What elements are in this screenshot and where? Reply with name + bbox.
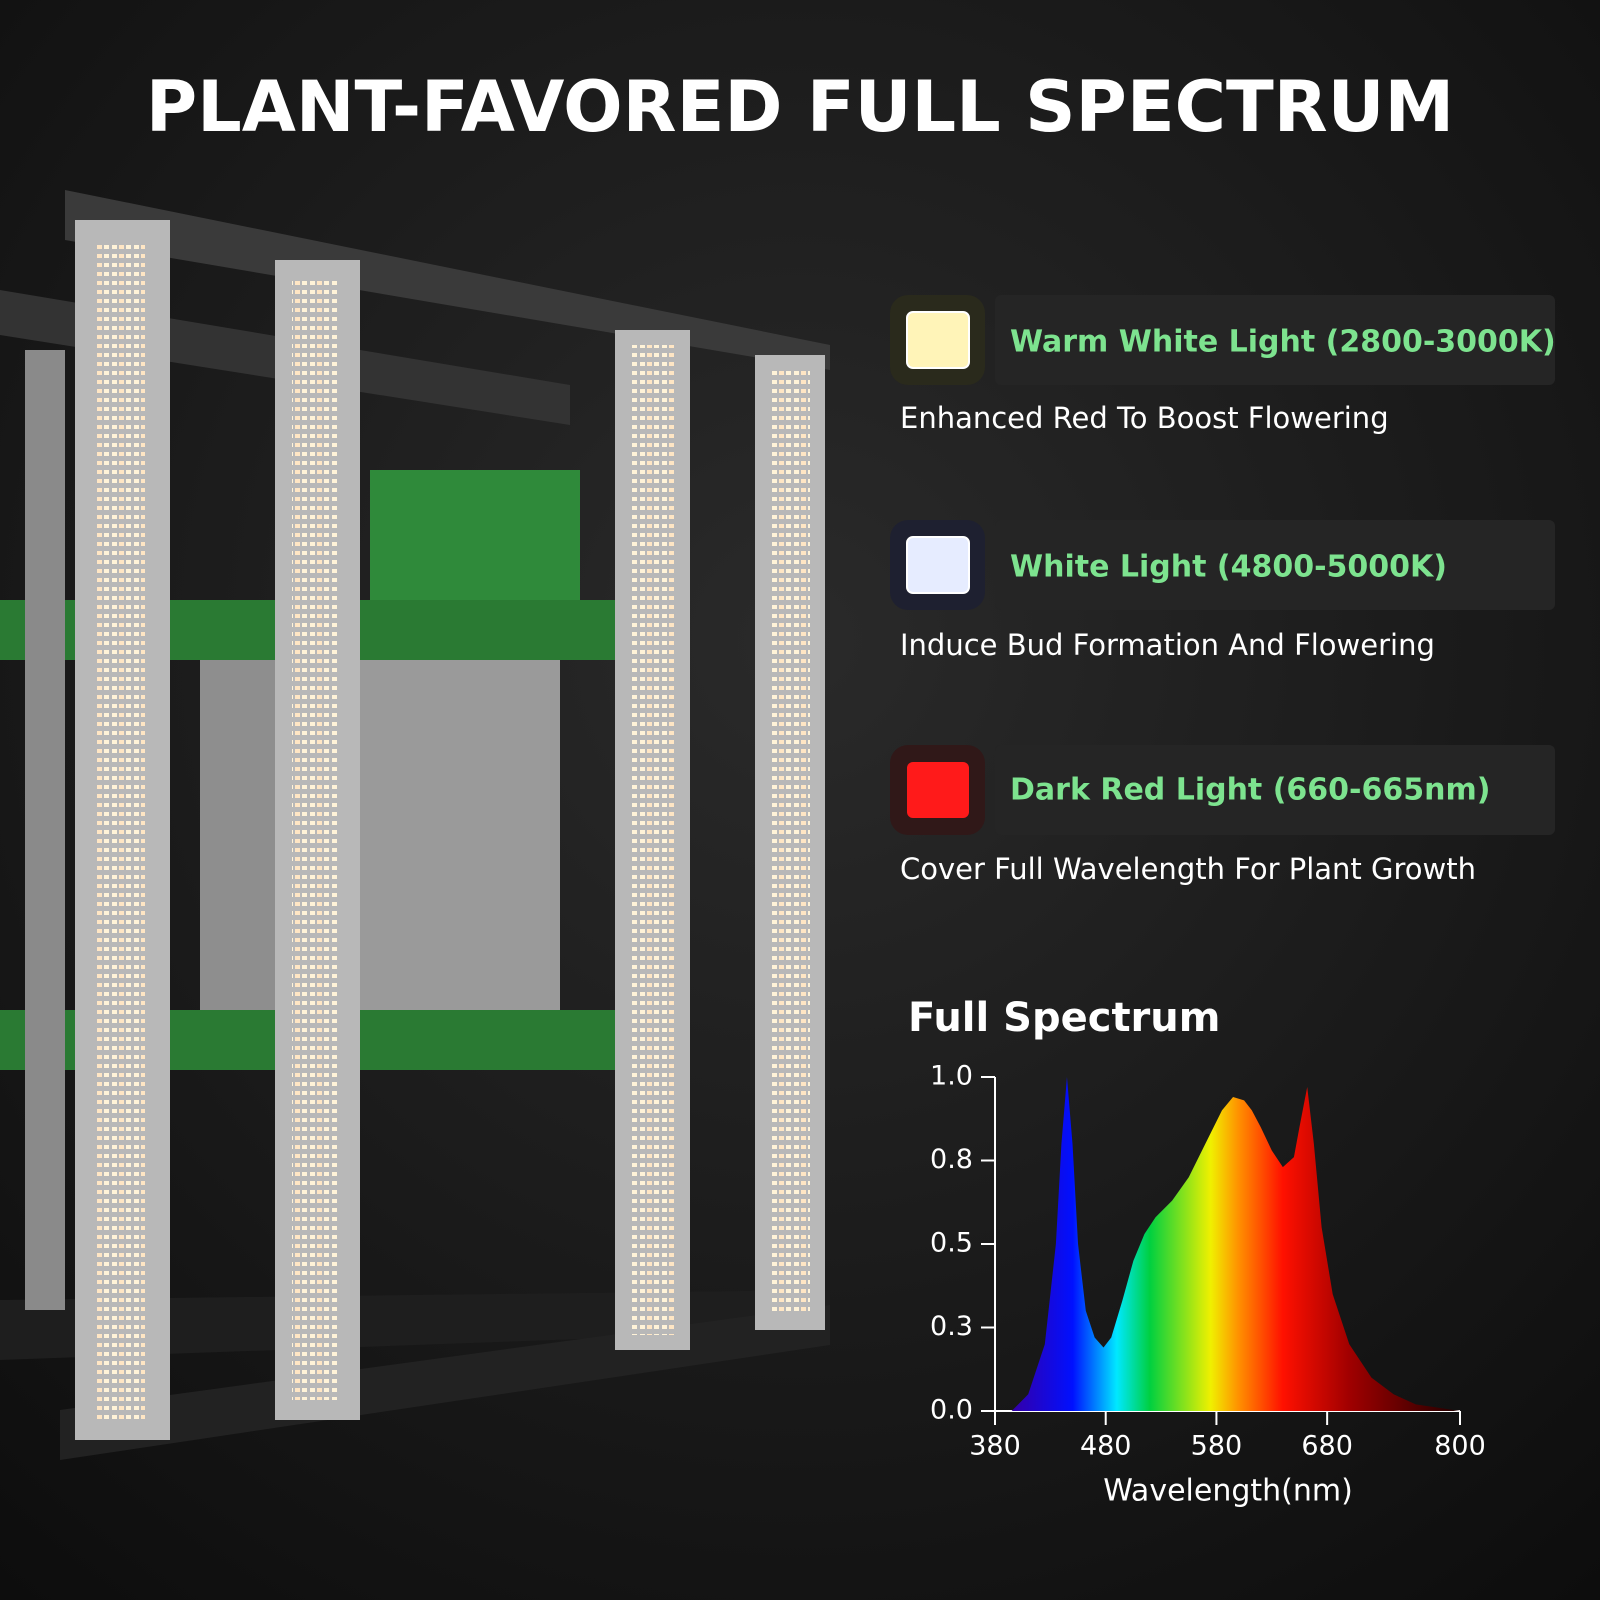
y-tick-label: 0.8 <box>930 1144 973 1175</box>
page-title: PLANT-FAVORED FULL SPECTRUM <box>146 66 1454 148</box>
feature-description: Induce Bud Formation And Flowering <box>900 628 1435 662</box>
feature-description: Cover Full Wavelength For Plant Growth <box>900 852 1476 886</box>
label-box <box>995 295 1555 385</box>
x-tick-label: 680 <box>1301 1431 1353 1462</box>
feature-list: Warm White Light (2800-3000K) Enhanced R… <box>890 295 1556 886</box>
spectrum-area <box>1011 1077 1460 1411</box>
x-tick-label: 800 <box>1434 1431 1486 1462</box>
feature-icon <box>907 762 969 818</box>
x-tick-label: 480 <box>1080 1431 1132 1462</box>
feature-icon <box>906 311 970 369</box>
spectrum-chart: Full Spectrum Wavelength(nm) 0.0 0.3 0.5 0.… <box>908 995 1486 1509</box>
y-tick-label: 1.0 <box>930 1061 973 1092</box>
y-tick-label: 0.5 <box>930 1228 973 1259</box>
x-tick-label: 580 <box>1191 1431 1243 1462</box>
feature-label: Dark Red Light (660-665nm) <box>1010 773 1490 808</box>
feature-description: Enhanced Red To Boost Flowering <box>900 401 1389 435</box>
y-tick-label: 0.0 <box>930 1395 973 1426</box>
product-image <box>0 190 830 1460</box>
label-box <box>995 745 1555 835</box>
feature-icon <box>906 536 970 594</box>
x-tick-label: 380 <box>969 1431 1021 1462</box>
feature-label: White Light (4800-5000K) <box>1010 550 1447 585</box>
chart-title: Full Spectrum <box>908 995 1220 1041</box>
label-box <box>995 520 1555 610</box>
feature-label: Warm White Light (2800-3000K) <box>1010 325 1556 360</box>
y-tick-label: 0.3 <box>930 1311 973 1342</box>
x-axis-label: Wavelength(nm) <box>1103 1474 1353 1509</box>
